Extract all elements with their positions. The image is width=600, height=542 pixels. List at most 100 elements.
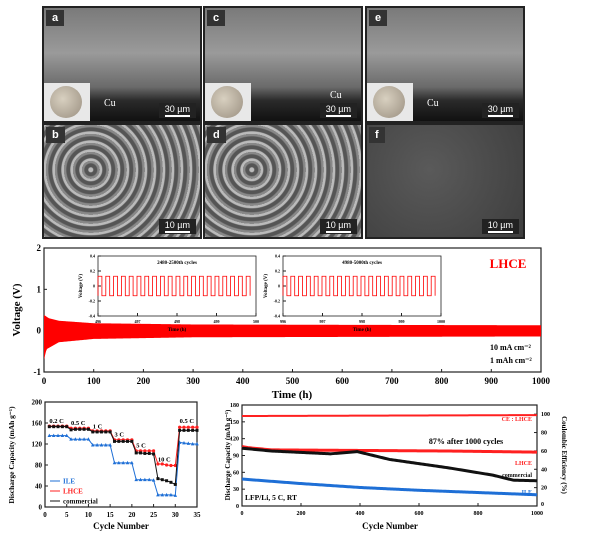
rate-point-commercial <box>56 425 60 429</box>
rate-point-ILE <box>86 437 91 441</box>
rate-point-commercial <box>126 439 130 443</box>
rate-x-tick-label: 35 <box>194 511 202 519</box>
inset-2-x-tick-label: 1000 <box>437 319 445 324</box>
inset-1-y-tick-label: 0.4 <box>90 253 95 258</box>
cycling-right-axis-label: Coulombic Efficiency (%) <box>560 416 568 494</box>
voltage-x-tick-label: 400 <box>236 376 250 386</box>
rate-x-tick-label: 10 <box>85 511 93 519</box>
scale-bar: 10 µm <box>481 219 519 234</box>
rate-point-ILE <box>95 443 99 447</box>
legend-label-ILE: ILE <box>63 478 75 486</box>
cycling-series-LHCE <box>241 445 538 454</box>
voltage-x-tick-label: 1000 <box>532 376 551 386</box>
rate-point-commercial <box>130 439 134 443</box>
inset-2-y-tick-label: -0.4 <box>274 313 280 318</box>
inset-2-y-tick-label: 0.4 <box>275 253 280 258</box>
rate-point-commercial <box>165 479 169 483</box>
rate-point-ILE <box>195 442 199 446</box>
rate-label: 3 C <box>114 432 124 439</box>
rate-point-commercial <box>99 430 103 434</box>
scale-bar: 10 µm <box>158 219 196 234</box>
voltage-x-tick-label: 500 <box>286 376 300 386</box>
inset-1-y-label: Voltage (V) <box>79 274 84 298</box>
cycling-series-CE : LHCE <box>241 414 538 418</box>
inset-2-x-tick-label: 999 <box>399 319 405 324</box>
cycling-x-tick-label: 800 <box>474 511 483 517</box>
rate-point-commercial <box>195 428 199 432</box>
inset-1-x-tick-label: 497 <box>135 319 141 324</box>
inset-1-x-tick-label: 500 <box>253 319 259 324</box>
cycling-x-tick-label: 0 <box>241 511 244 517</box>
cycling-frame <box>241 404 538 507</box>
rate-point-commercial <box>47 425 51 429</box>
panel-label: d <box>207 127 226 143</box>
inset-1-y-tick-label: -0.2 <box>89 298 95 303</box>
rate-point-commercial <box>143 451 147 455</box>
rate-label: 0.5 C <box>180 418 195 425</box>
rate-x-tick-label: 20 <box>128 511 136 519</box>
sem-panel-a: a Cu 30 µm <box>42 6 202 123</box>
rate-point-commercial <box>108 430 112 434</box>
cycling-y-tick-label: 120 <box>230 437 239 443</box>
rate-point-ILE <box>56 433 60 437</box>
inset-2-x-tick-label: 997 <box>320 319 326 324</box>
voltage-y-tick-label: 1 <box>37 284 42 294</box>
cycling-y-tick-label: 60 <box>233 470 239 476</box>
cycling-series-ILE <box>241 477 538 497</box>
voltage-x-tick-label: 0 <box>42 376 47 386</box>
cycling-label-LHCE: LHCE <box>515 461 532 467</box>
inset-2-x-label: Time (h) <box>353 328 372 333</box>
voltage-y-tick-label: -1 <box>34 367 42 377</box>
condition-annotation: LFP/Li, 5 C, RT <box>245 493 297 502</box>
rate-point-ILE <box>99 443 104 447</box>
cu-label: Cu <box>427 98 439 109</box>
rate-point-commercial <box>78 427 82 431</box>
panel-label: b <box>46 127 65 143</box>
rate-point-commercial <box>186 428 190 432</box>
cycling-series-commercial <box>241 446 538 483</box>
cycling-right-tick-label: 40 <box>541 467 547 473</box>
rate-point-ILE <box>182 440 186 445</box>
inset-1-x-tick-label: 496 <box>95 319 101 324</box>
rate-point-LHCE <box>178 425 182 429</box>
voltage-x-axis-label: Time (h) <box>272 389 313 401</box>
scale-bar: 30 µm <box>319 103 357 118</box>
inset-1-y-tick-label: -0.4 <box>89 313 95 318</box>
rate-point-commercial <box>112 439 116 443</box>
inset-2-y-tick-label: 0 <box>278 283 280 288</box>
inset-2-x-tick-label: 996 <box>280 319 286 324</box>
rate-point-LHCE <box>191 425 195 429</box>
rate-point-ILE <box>147 477 152 482</box>
rate-point-ILE <box>156 492 160 497</box>
cycling-y-tick-label: 30 <box>233 487 239 493</box>
rate-y-tick-label: 80 <box>35 461 43 469</box>
rate-point-LHCE <box>147 449 151 453</box>
cycling-y-tick-label: 0 <box>236 504 239 510</box>
rate-label: 0.5 C <box>71 420 86 427</box>
cycling-label-CE : LHCE: CE : LHCE <box>502 417 532 423</box>
panel-label: e <box>369 10 388 26</box>
rate-point-commercial <box>65 425 69 429</box>
panel-label: a <box>46 10 65 26</box>
cu-label: Cu <box>104 98 116 109</box>
rate-point-commercial <box>60 425 64 429</box>
rate-point-LHCE <box>160 462 164 466</box>
rate-label: 5 C <box>136 443 146 450</box>
sem-panel-c: c Cu 30 µm <box>203 6 363 123</box>
rate-point-ILE <box>186 441 191 445</box>
rate-point-ILE <box>104 443 108 447</box>
cycling-x-tick-label: 200 <box>297 511 306 517</box>
sem-panel-b: b 10 µm <box>42 123 202 239</box>
rate-point-commercial <box>69 428 73 432</box>
rate-point-commercial <box>134 451 138 455</box>
rate-point-ILE <box>143 477 147 482</box>
cycling-y-tick-label: 150 <box>230 420 239 426</box>
rate-point-commercial <box>169 480 173 484</box>
inset-2-voltage-trace <box>282 275 436 297</box>
voltage-x-tick-label: 900 <box>485 376 499 386</box>
rate-x-tick-label: 30 <box>172 511 180 519</box>
voltage-y-axis-label: Voltage (V) <box>11 283 23 336</box>
voltage-x-tick-label: 600 <box>335 376 349 386</box>
panel-label: c <box>207 10 226 26</box>
